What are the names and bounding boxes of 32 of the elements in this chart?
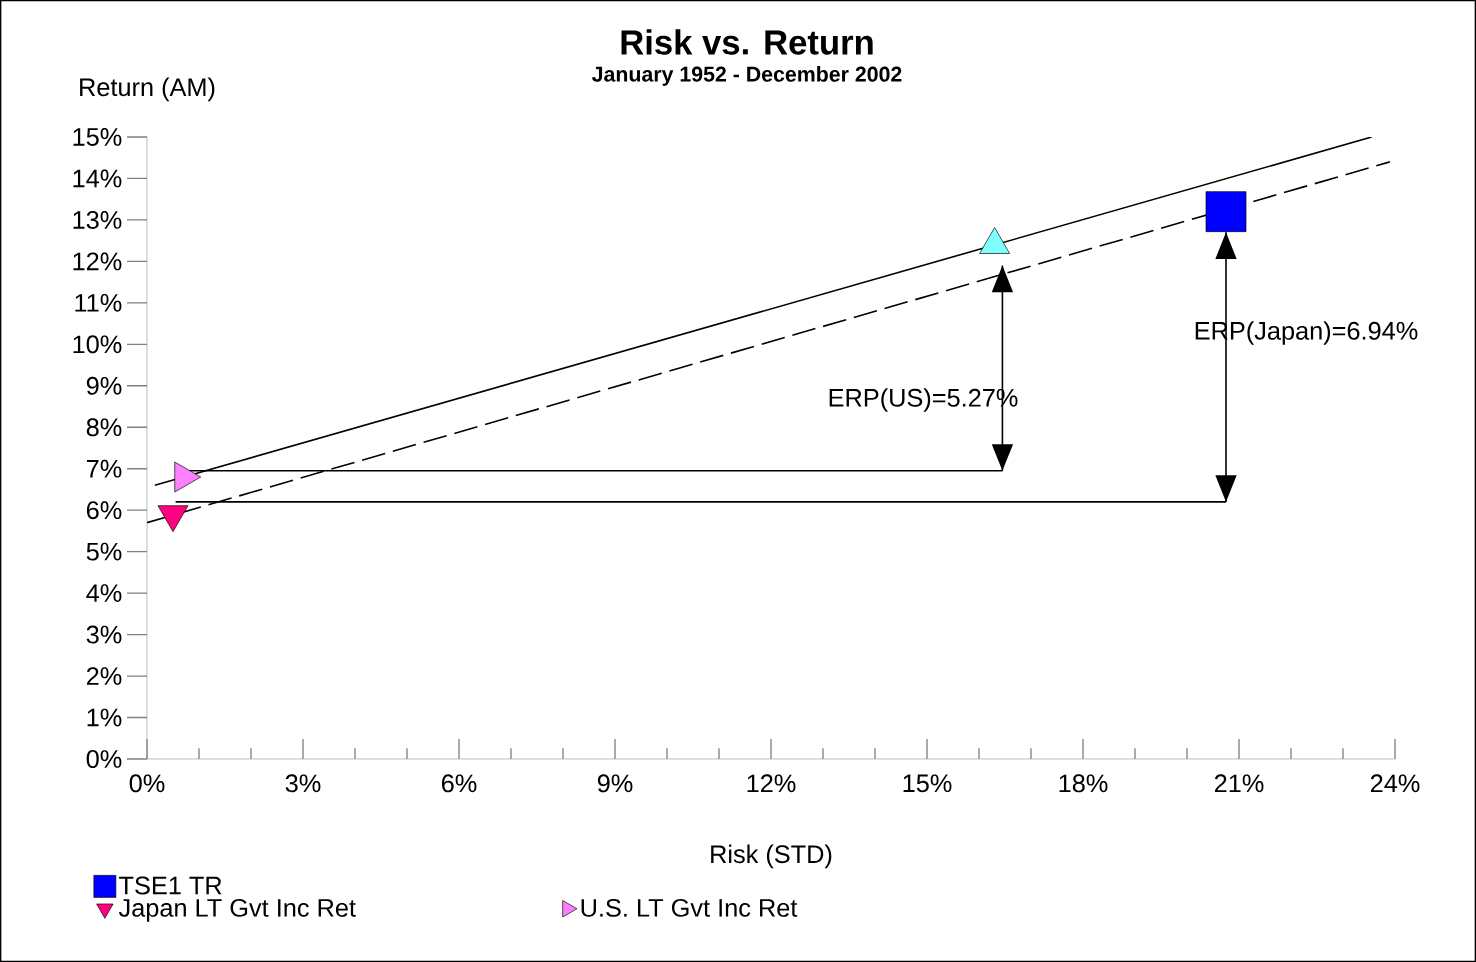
chart-title: Risk vs. Return xyxy=(621,29,873,55)
y-tick-label: 14% xyxy=(73,169,122,188)
y-tick-label: 1% xyxy=(87,708,122,727)
y-tick-label: 11% xyxy=(75,294,122,312)
x-axis-title: Risk (STD) xyxy=(711,844,832,869)
y-tick-label: 3% xyxy=(86,625,122,644)
y-tick-label: 4% xyxy=(86,584,122,602)
x-tick-label: 12% xyxy=(747,774,796,793)
y-tick-label: 10% xyxy=(73,335,122,354)
y-tick-label: 15% xyxy=(73,128,122,146)
x-tick-label: 18% xyxy=(1059,774,1108,793)
y-tick-label: 9% xyxy=(86,376,122,395)
y-tick-label: 0% xyxy=(86,750,122,768)
legend-label: U.S. LT Gvt Inc Ret xyxy=(581,898,798,917)
x-tick-label: 0% xyxy=(129,774,165,793)
y-tick-label: 8% xyxy=(86,418,122,437)
y-tick-label: 12% xyxy=(73,252,122,271)
x-tick-label: 6% xyxy=(441,774,477,793)
x-tick-label: 15% xyxy=(903,774,952,793)
y-tick-label: 7% xyxy=(86,459,122,478)
y-axis-title: Return (AM) xyxy=(80,77,215,102)
y-tick-label: 5% xyxy=(86,542,122,561)
x-tick-label: 21% xyxy=(1214,774,1264,793)
x-tick-label: 9% xyxy=(597,774,633,793)
legend-label: Japan LT Gvt Inc Ret xyxy=(118,898,356,922)
y-tick-label: 6% xyxy=(86,501,122,520)
legend-label: TSE1 TR xyxy=(119,876,222,895)
x-tick-label: 24% xyxy=(1370,774,1420,793)
x-tick-label: 3% xyxy=(285,774,321,793)
chart-subtitle: January 1952 - December 2002 xyxy=(591,66,902,86)
y-tick-label: 13% xyxy=(73,210,122,229)
y-tick-label: 2% xyxy=(86,667,122,685)
